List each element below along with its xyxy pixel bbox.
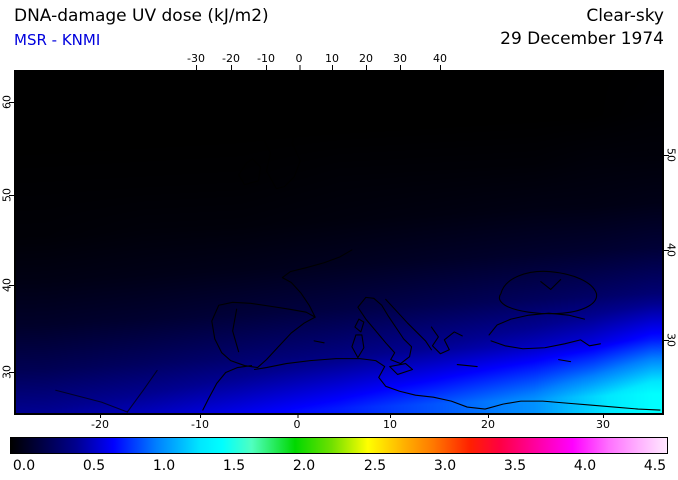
coast-france [281,249,353,318]
colorbar-tick-label: 3.0 [433,458,457,474]
bottom-axis-tick-label: 30 [596,413,610,431]
coast-black-sea [498,270,597,315]
date-label: 29 December 1974 [500,29,664,49]
border-portugal [232,308,240,353]
colorbar-tick-label: 4.0 [573,458,597,474]
colorbar-tick-label: 1.5 [222,458,246,474]
uv-field-canvas [16,72,662,413]
colorbar-tick-label: 2.5 [363,458,387,474]
coast-corsica [354,318,365,333]
condition-label: Clear-sky [586,6,664,26]
coast-ireland [238,158,262,186]
coast-morocco [202,365,253,411]
axis-tick-mark [9,102,14,103]
source-label: MSR - KNMI [14,31,101,49]
coast-greece [430,326,463,355]
coast-turkey-south [490,339,601,350]
border-africa-2 [55,389,128,413]
figure-title: DNA-damage UV dose (kJ/m2) [14,6,269,26]
colorbar-tick-label: 0.0 [12,458,36,474]
bottom-axis-tick-label: -20 [91,413,109,431]
coast-sardinia [351,334,365,359]
coast-cyprus [558,359,572,363]
coast-turkey-north [488,312,586,336]
top-axis-tick-label: 0 [295,52,303,70]
colorbar-tick-label: 4.5 [643,458,667,474]
top-axis-tick-label: -20 [222,52,240,70]
colorbar-tick-label: 0.5 [82,458,106,474]
axis-tick-mark [9,195,14,196]
top-axis-tick-label: -30 [187,52,205,70]
coast-britain [261,114,301,190]
colorbar-tick-label: 1.0 [152,458,176,474]
coast-balkans [385,298,432,351]
bottom-axis-tick-label: 20 [481,413,495,431]
top-axis-tick-label: 40 [433,52,447,70]
axis-tick-mark [9,285,14,286]
bottom-axis-tick-label: 10 [383,413,397,431]
colorbar [10,437,668,454]
border-africa-1 [126,369,158,413]
top-axis-tick-label: 10 [325,52,339,70]
bottom-axis-tick-label: 0 [293,413,301,431]
coast-balearics [313,340,325,344]
coastlines-overlay [55,114,661,413]
coast-sicily [389,363,414,375]
coast-crete [456,364,478,368]
axis-tick-mark [664,155,669,156]
colorbar-tick-label: 3.5 [503,458,527,474]
top-axis-tick-label: 20 [359,52,373,70]
axis-tick-mark [9,372,14,373]
top-axis-tick-label: 30 [393,52,407,70]
coast-iberia [211,301,316,369]
coast-crimea [540,279,562,290]
axis-tick-mark [664,340,669,341]
coast-italy [357,296,413,365]
map-plot [14,70,664,415]
top-axis-tick-label: -10 [257,52,275,70]
coast-north-africa [253,358,661,411]
bottom-axis-tick-label: -10 [191,413,209,431]
colorbar-tick-label: 2.0 [292,458,316,474]
colorbar-gradient [11,438,667,453]
axis-tick-mark [664,250,669,251]
